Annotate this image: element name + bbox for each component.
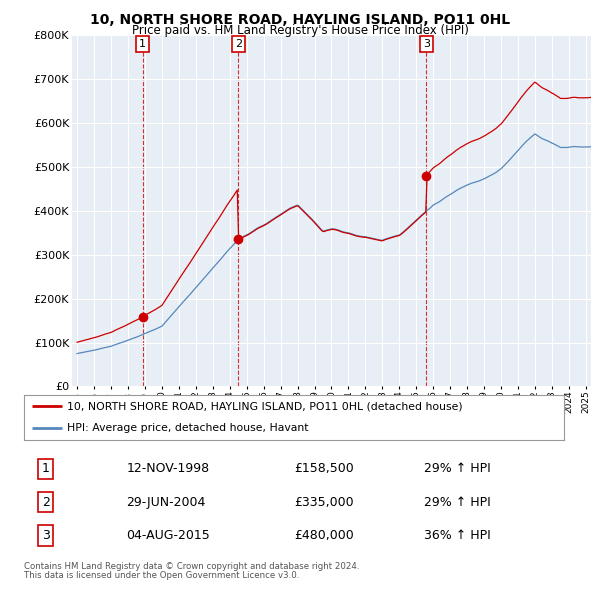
Text: 10, NORTH SHORE ROAD, HAYLING ISLAND, PO11 0HL (detached house): 10, NORTH SHORE ROAD, HAYLING ISLAND, PO… bbox=[67, 401, 463, 411]
Text: 04-AUG-2015: 04-AUG-2015 bbox=[127, 529, 211, 542]
Text: 36% ↑ HPI: 36% ↑ HPI bbox=[424, 529, 490, 542]
Text: 3: 3 bbox=[41, 529, 50, 542]
Text: Contains HM Land Registry data © Crown copyright and database right 2024.: Contains HM Land Registry data © Crown c… bbox=[24, 562, 359, 571]
Text: £158,500: £158,500 bbox=[294, 463, 354, 476]
Text: £335,000: £335,000 bbox=[294, 496, 353, 509]
Text: 29-JUN-2004: 29-JUN-2004 bbox=[127, 496, 206, 509]
Text: £480,000: £480,000 bbox=[294, 529, 354, 542]
Text: HPI: Average price, detached house, Havant: HPI: Average price, detached house, Hava… bbox=[67, 424, 309, 434]
Text: 10, NORTH SHORE ROAD, HAYLING ISLAND, PO11 0HL: 10, NORTH SHORE ROAD, HAYLING ISLAND, PO… bbox=[90, 13, 510, 27]
Text: 1: 1 bbox=[139, 39, 146, 49]
Text: 3: 3 bbox=[422, 39, 430, 49]
Text: 2: 2 bbox=[235, 39, 242, 49]
Text: 1: 1 bbox=[41, 463, 50, 476]
Text: 12-NOV-1998: 12-NOV-1998 bbox=[127, 463, 210, 476]
Text: 29% ↑ HPI: 29% ↑ HPI bbox=[424, 463, 490, 476]
Text: 2: 2 bbox=[41, 496, 50, 509]
Text: This data is licensed under the Open Government Licence v3.0.: This data is licensed under the Open Gov… bbox=[24, 571, 299, 580]
Text: Price paid vs. HM Land Registry's House Price Index (HPI): Price paid vs. HM Land Registry's House … bbox=[131, 24, 469, 37]
Text: 29% ↑ HPI: 29% ↑ HPI bbox=[424, 496, 490, 509]
